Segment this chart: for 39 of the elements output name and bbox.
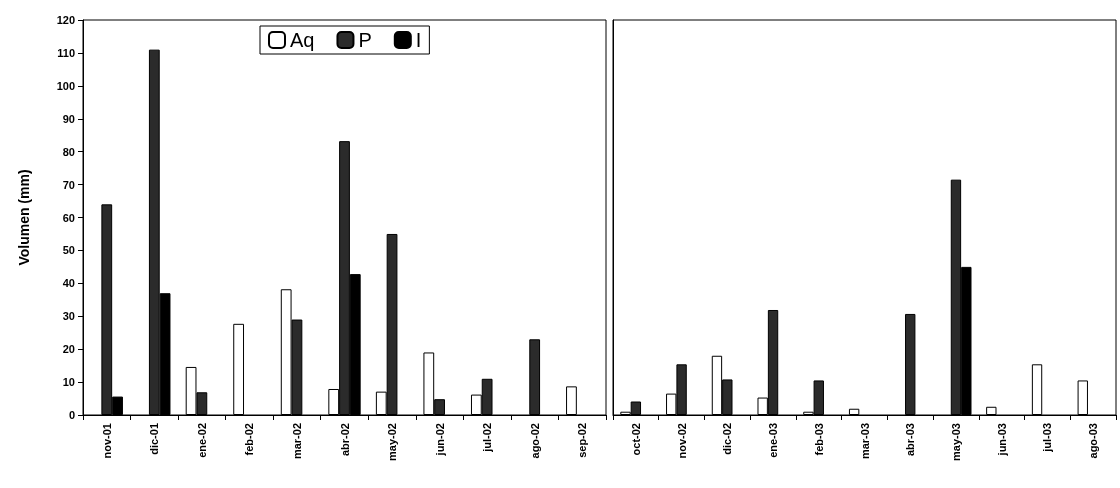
y-tick-label: 10 [62,376,75,389]
x-tick-label: jul-03 [1041,423,1054,453]
x-tick-label: oct-02 [629,423,642,456]
x-tick-label: feb-03 [812,423,825,456]
y-tick-label: 110 [57,46,75,59]
y-tick-label: 60 [62,211,75,224]
x-tick-label: jun-02 [433,423,446,457]
x-tick-label: sep-02 [576,423,589,458]
x-tick-label: ago-02 [528,423,541,459]
legend-label: I [415,29,422,51]
y-tick-label: 90 [62,112,75,125]
x-tick-label: dic-02 [721,423,734,455]
x-tick-label: abr-03 [904,423,917,457]
x-tick-label: nov-02 [675,423,688,459]
x-tick-label: mar-02 [290,423,303,460]
x-tick-label: nov-01 [100,423,113,459]
y-tick-label: 120 [56,14,75,26]
x-tick-label: feb-02 [243,423,256,456]
y-tick-label: 50 [62,244,75,257]
y-tick-label: 20 [62,343,75,356]
legend-label: P [358,29,372,51]
x-tick-label: jun-03 [995,423,1008,457]
y-tick-label: 0 [68,409,75,421]
y-tick-label: 70 [62,178,75,191]
x-tick-label: mar-03 [858,423,871,460]
y-axis-title: Volumen (mm) [16,169,32,266]
x-tick-label: may-02 [386,423,399,461]
y-tick-label: 80 [62,145,75,158]
x-tick-label: ene-03 [767,423,780,458]
x-tick-label: jul-02 [481,423,494,453]
x-tick-label: dic-01 [148,423,161,455]
x-tick-label: abr-02 [338,423,351,457]
y-tick-label: 40 [62,277,75,290]
y-tick-label: 30 [62,310,75,323]
x-tick-label: ene-02 [195,423,208,458]
legend-label: Aq [290,29,315,51]
x-tick-label: ago-03 [1087,423,1100,459]
x-tick-label: may-03 [949,423,962,461]
y-tick-label: 100 [56,79,75,92]
